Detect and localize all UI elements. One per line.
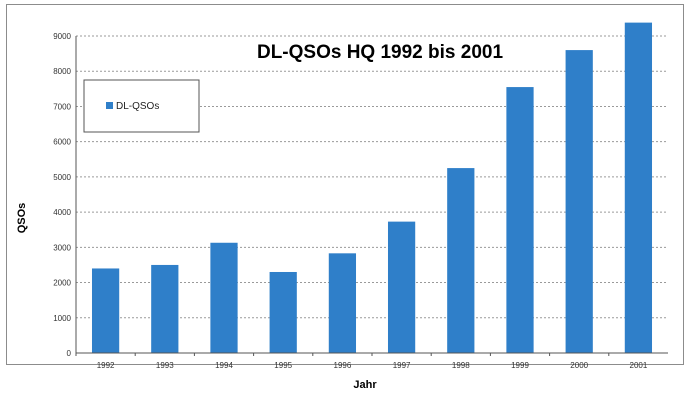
y-tick-label: 7000 xyxy=(53,102,71,111)
x-tick-label: 2001 xyxy=(630,361,648,370)
y-axis-label: QSOs xyxy=(16,203,28,234)
bar-1996 xyxy=(328,253,357,353)
x-tick-labels: 1992 1993 1994 1995 1996 1997 1998 1999 2000 2001 xyxy=(97,361,648,370)
bar-1993 xyxy=(151,264,179,353)
x-tick-label: 1992 xyxy=(97,361,115,370)
x-tick-label: 2000 xyxy=(570,361,588,370)
bar-1998 xyxy=(447,168,475,353)
bar-1997 xyxy=(387,221,416,353)
legend-entry: DL-QSOs xyxy=(116,101,159,112)
bars xyxy=(91,22,653,354)
y-tick-label: 2000 xyxy=(53,279,71,288)
x-tick-label: 1999 xyxy=(511,361,529,370)
x-tick-label: 1995 xyxy=(274,361,292,370)
x-tick-label: 1997 xyxy=(393,361,411,370)
legend-swatch xyxy=(106,102,113,109)
y-tick-label: 3000 xyxy=(53,243,71,252)
y-tick-label: 6000 xyxy=(53,138,71,147)
x-tick-label: 1998 xyxy=(452,361,470,370)
y-tick-label: 1000 xyxy=(53,314,71,323)
y-tick-label: 0 xyxy=(67,349,72,358)
legend-box xyxy=(83,79,200,133)
y-tick-label: 5000 xyxy=(53,173,71,182)
y-tick-labels: 0 1000 2000 3000 4000 5000 6000 7000 8000 9000 xyxy=(53,32,71,358)
bar-1995 xyxy=(269,271,297,353)
bar-2000 xyxy=(565,50,593,353)
axes xyxy=(75,36,668,356)
x-tick-label: 1993 xyxy=(156,361,174,370)
y-tick-label: 4000 xyxy=(53,208,71,217)
legend: DL-QSOs xyxy=(83,79,200,133)
chart-title: DL-QSOs HQ 1992 bis 2001 xyxy=(257,42,503,63)
bar-1999 xyxy=(506,87,534,354)
bar-1992 xyxy=(91,268,120,353)
bar-1994 xyxy=(210,242,238,353)
x-tick-label: 1994 xyxy=(215,361,233,370)
x-axis-label: Jahr xyxy=(353,379,377,391)
x-tick-label: 1996 xyxy=(334,361,352,370)
y-tick-label: 8000 xyxy=(53,67,71,76)
bar-2001 xyxy=(624,22,653,354)
y-tick-label: 9000 xyxy=(53,32,71,41)
